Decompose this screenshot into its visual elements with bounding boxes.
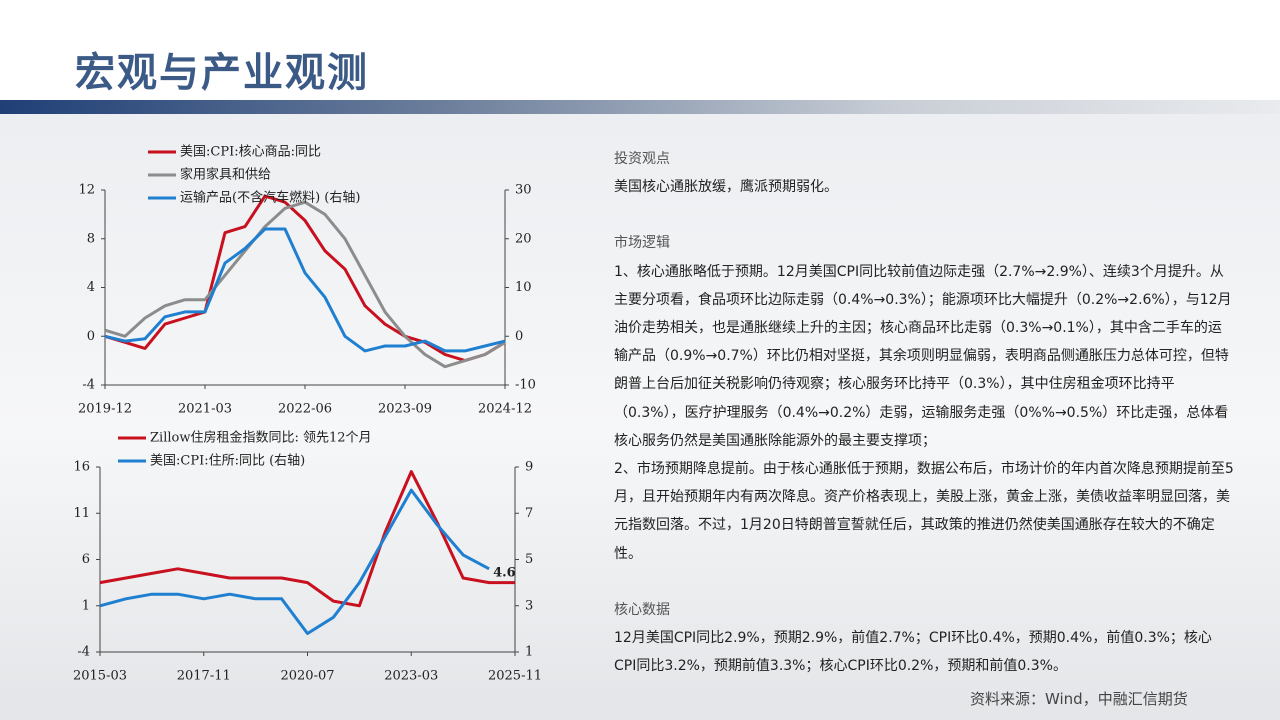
section-body: 12月美国CPI同比2.9%，预期2.9%，前值2.7%；CPI环比0.4%，预…: [614, 630, 1212, 675]
section-body: 1、核心通胀略低于预期。12月美国CPI同比较前值边际走强（2.7%→2.9%）…: [614, 263, 1232, 449]
section-body: 2、市场预期降息提前。由于核心通胀低于预期，数据公布后，市场计价的年内首次降息预…: [614, 461, 1234, 562]
series-line: [104, 200, 506, 369]
y-tick-label: 11: [73, 506, 90, 521]
section-heading: 核心数据: [614, 601, 670, 618]
text-panel: 投资观点美国核心通胀放缓，鹰派预期弱化。 市场逻辑 1、核心通胀略低于预期。12月美…: [614, 145, 1234, 708]
y-tick-label: -4: [82, 378, 95, 393]
x-tick-label: 2023-03: [384, 669, 438, 684]
x-tick-label: 2023-09: [378, 402, 432, 417]
y2-tick-label: 3: [525, 598, 533, 613]
series-line: [104, 194, 506, 363]
y-tick-label: 0: [87, 329, 95, 344]
x-tick-label: 2022-06: [278, 402, 332, 417]
y-tick-label: 1: [82, 598, 90, 613]
y2-tick-label: -10: [515, 378, 536, 393]
x-tick-label: 2021-03: [178, 402, 232, 417]
legend-label: 运输产品(不含汽车燃料) (右轴): [180, 190, 360, 206]
y-tick-label: 16: [73, 460, 90, 475]
y2-tick-label: 0: [515, 329, 523, 344]
y2-tick-label: 10: [515, 280, 532, 295]
y2-tick-label: 9: [525, 460, 533, 475]
legend-label: 美国:CPI:住所:同比 (右轴): [150, 454, 305, 469]
legend-label: 家用家具和供给: [180, 167, 271, 183]
y2-tick-label: 7: [525, 506, 533, 521]
x-tick-label: 2025-11: [488, 669, 542, 684]
x-tick-label: 2017-11: [177, 669, 231, 684]
data-label: 4.6: [493, 565, 516, 580]
y-tick-label: 4: [87, 280, 95, 295]
y2-tick-label: 1: [525, 645, 533, 660]
y-tick-label: 6: [82, 552, 90, 567]
legend-label: 美国:CPI:核心商品:同比: [180, 145, 321, 160]
x-tick-label: 2020-07: [280, 669, 334, 684]
source-note: 资料来源：Wind，中融汇信期货: [970, 690, 1188, 708]
y-tick-label: 12: [78, 183, 95, 198]
y2-tick-label: 30: [515, 183, 532, 198]
section-heading: 市场逻辑: [614, 235, 670, 252]
y-tick-label: -4: [77, 645, 90, 660]
y2-tick-label: 20: [515, 231, 532, 246]
section-body: 美国核心通胀放缓，鹰派预期弱化。: [614, 179, 838, 196]
x-tick-label: 2015-03: [73, 669, 127, 684]
series-line: [99, 488, 490, 635]
x-tick-label: 2024-12: [478, 402, 532, 417]
series-line: [104, 227, 506, 353]
series-line: [99, 470, 515, 608]
legend-label: Zillow住房租金指数同比: 领先12个月: [150, 430, 372, 446]
header-band: [0, 100, 1280, 114]
y2-tick-label: 5: [525, 552, 533, 567]
x-tick-label: 2019-12: [78, 402, 132, 417]
section-heading: 投资观点: [614, 151, 670, 167]
y-tick-label: 8: [87, 231, 95, 246]
slide-title: 宏观与产业观测: [75, 49, 369, 96]
